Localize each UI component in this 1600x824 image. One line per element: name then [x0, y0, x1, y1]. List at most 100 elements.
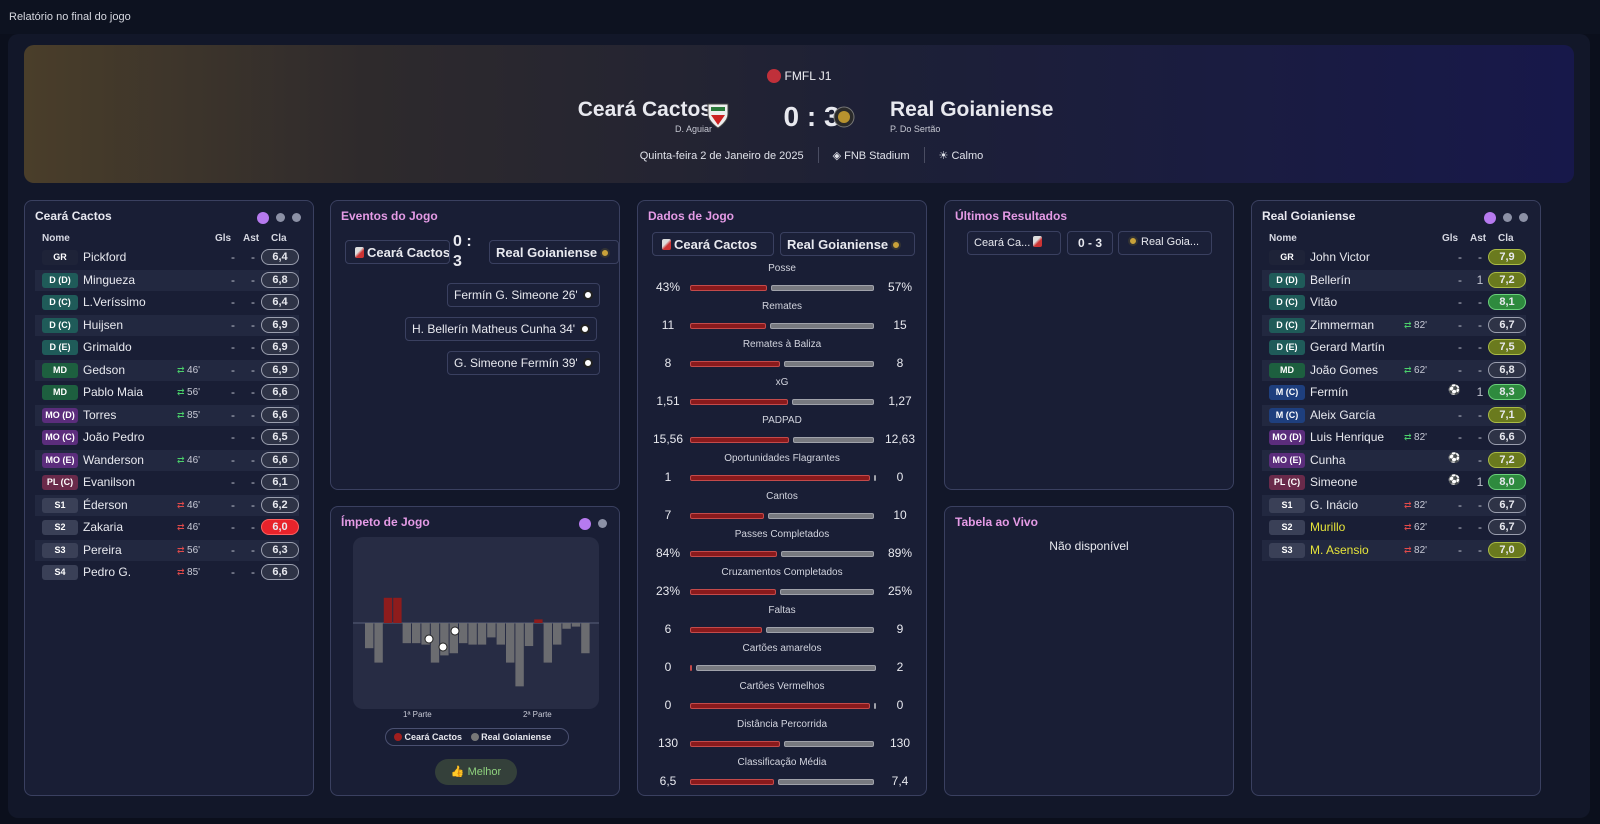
away-team[interactable]: Real Goianiense P. Do Sertão [890, 98, 1053, 134]
position-badge: PL (C) [1269, 475, 1305, 490]
goal-minute: 26' [562, 288, 578, 302]
position-badge: PL (C) [42, 475, 78, 490]
player-row[interactable]: MD João Gomes ⇄ 62' - -6,8 [1262, 359, 1526, 381]
momentum-pager[interactable] [572, 515, 607, 533]
pager-dot[interactable] [1503, 213, 1512, 223]
events-away-team[interactable]: Real Goianiense [489, 240, 619, 264]
player-row[interactable]: MO (C) João Pedro - -6,5 [35, 427, 299, 448]
player-row[interactable]: PL (C) Simeone ⚽ 1 8,0 [1262, 472, 1526, 493]
stats-away-team[interactable]: Real Goianiense [780, 232, 915, 256]
stat-label: Oportunidades Flagrantes [724, 453, 840, 464]
live-table-message: Não disponível [1049, 539, 1129, 553]
pager-dot[interactable] [276, 213, 285, 223]
result-away-team[interactable]: Real Goia... [1118, 231, 1212, 255]
col-rating[interactable]: Cla [271, 233, 287, 244]
goal-icon: ⚽ [1448, 385, 1461, 396]
rating-badge: 6,6 [261, 451, 299, 468]
player-row[interactable]: S1 Éderson ⇄ 46' - -6,2 [35, 494, 299, 516]
player-row[interactable]: PL (C) Evanilson - -6,1 [35, 472, 299, 493]
player-row[interactable]: D (D) Bellerín -1 7,2 [1262, 269, 1526, 291]
col-goals[interactable]: Gls [1442, 233, 1459, 244]
stat-bar-home [690, 285, 767, 291]
panel-pager[interactable] [1477, 209, 1528, 227]
col-assists[interactable]: Ast [1470, 233, 1487, 244]
player-row[interactable]: M (C) Fermín ⚽ 1 8,3 [1262, 382, 1526, 403]
stats-home-team[interactable]: Ceará Cactos [652, 232, 774, 256]
player-row[interactable]: S3 M. Asensio ⇄ 82' - -7,0 [1262, 539, 1526, 561]
player-row[interactable]: GR John Victor - -7,9 [1262, 247, 1526, 268]
momentum-bar [515, 623, 524, 687]
col-name[interactable]: Nome [1269, 233, 1297, 244]
goal-event[interactable]: Fermín G. Simeone 26' [447, 283, 600, 307]
competition[interactable]: FMFL J1 [24, 69, 1574, 83]
position-badge: D (C) [1269, 295, 1305, 310]
player-row[interactable]: S2 Murillo ⇄ 62' - -6,7 [1262, 517, 1526, 538]
pager-dot[interactable] [598, 519, 607, 529]
rating-badge: 6,9 [261, 361, 299, 378]
col-rating[interactable]: Cla [1498, 233, 1514, 244]
goals-value: - [1458, 362, 1462, 377]
position-badge: D (E) [1269, 340, 1305, 355]
pager-dot-active[interactable] [1484, 211, 1496, 224]
player-row[interactable]: D (C) Zimmerman ⇄ 82' - -6,7 [1262, 314, 1526, 336]
goal-event[interactable]: H. Bellerín Matheus Cunha 34' [405, 317, 598, 341]
goals-value: - [1458, 295, 1462, 309]
stadium[interactable]: ◈ FNB Stadium [819, 149, 924, 162]
player-name: Pedro G. [83, 565, 132, 579]
home-crest-icon [355, 247, 364, 258]
player-row[interactable]: MD Gedson ⇄ 46' - -6,9 [35, 359, 299, 381]
goal-event[interactable]: G. Simeone Fermín 39' [447, 351, 600, 375]
result-score[interactable]: 0 - 3 [1067, 231, 1113, 255]
col-name[interactable]: Nome [42, 233, 70, 244]
rating-badge: 7,0 [1488, 541, 1526, 558]
player-row[interactable]: D (C) Vitão - -8,1 [1262, 292, 1526, 313]
player-row[interactable]: MO (E) Cunha ⚽ -7,2 [1262, 449, 1526, 471]
player-row[interactable]: D (C) L.Veríssimo - -6,4 [35, 292, 299, 313]
player-name: Evanilson [83, 475, 136, 489]
player-row[interactable]: S2 Zakaria ⇄ 46' - -6,0 [35, 517, 299, 538]
goals-value: - [1458, 520, 1462, 534]
player-row[interactable]: D (E) Gerard Martín - -7,5 [1262, 337, 1526, 358]
first-half-label: 1ª Parte [403, 710, 432, 719]
home-legend-swatch [394, 733, 402, 741]
position-badge: S1 [1269, 497, 1305, 513]
assists-value: - [251, 452, 255, 467]
player-row[interactable]: S3 Pereira ⇄ 56' - -6,3 [35, 539, 299, 561]
pager-dot[interactable] [292, 213, 301, 223]
col-goals[interactable]: Gls [215, 233, 232, 244]
stat-away-value: 0 [896, 470, 904, 484]
col-assists[interactable]: Ast [243, 233, 260, 244]
second-half-label: 2ª Parte [523, 710, 552, 719]
player-row[interactable]: MO (E) Wanderson ⇄ 46' - -6,6 [35, 449, 299, 471]
player-row[interactable]: D (D) Mingueza - -6,8 [35, 269, 299, 291]
panel-pager[interactable] [250, 209, 301, 227]
pager-dot[interactable] [1519, 213, 1528, 223]
player-row[interactable]: MD Pablo Maia ⇄ 56' - -6,6 [35, 382, 299, 403]
momentum-bar [402, 623, 411, 644]
pager-dot-active[interactable] [257, 211, 269, 224]
stat-home-value: 43% [655, 280, 681, 294]
player-row[interactable]: MO (D) Luis Henrique ⇄ 82' - -6,6 [1262, 427, 1526, 448]
home-team-name: Ceará Cactos [577, 98, 712, 121]
player-row[interactable]: M (C) Aleix García - -7,1 [1262, 404, 1526, 426]
rating-badge: 7,2 [1488, 451, 1526, 468]
live-table-panel: Tabela ao Vivo Não disponível [944, 506, 1234, 796]
player-row[interactable]: S4 Pedro G. ⇄ 85' - -6,6 [35, 562, 299, 583]
home-team[interactable]: Ceará Cactos D. Aguiar [578, 98, 712, 134]
result-home-team[interactable]: Ceará Ca... [967, 231, 1061, 255]
stat-away-value: 2 [896, 660, 904, 674]
momentum-bar [365, 623, 374, 649]
player-row[interactable]: S1 G. Inácio ⇄ 82' - -6,7 [1262, 494, 1526, 516]
stat-label: Cartões Vermelhos [739, 681, 825, 692]
player-row[interactable]: GR Pickford - -6,4 [35, 247, 299, 268]
better-button[interactable]: 👍 Melhor [435, 759, 517, 785]
result-home-name: Ceará Ca... [974, 237, 1031, 249]
events-home-team[interactable]: Ceará Cactos [345, 240, 450, 264]
goals-value: - [231, 362, 235, 377]
player-row[interactable]: MO (D) Torres ⇄ 85' - -6,6 [35, 404, 299, 426]
player-row[interactable]: D (E) Grimaldo - -6,9 [35, 337, 299, 358]
goal-marker-icon [424, 634, 434, 644]
stat-away-value: 1,27 [888, 394, 912, 408]
player-row[interactable]: D (C) Huijsen - -6,9 [35, 314, 299, 336]
pager-dot-active[interactable] [579, 517, 591, 530]
